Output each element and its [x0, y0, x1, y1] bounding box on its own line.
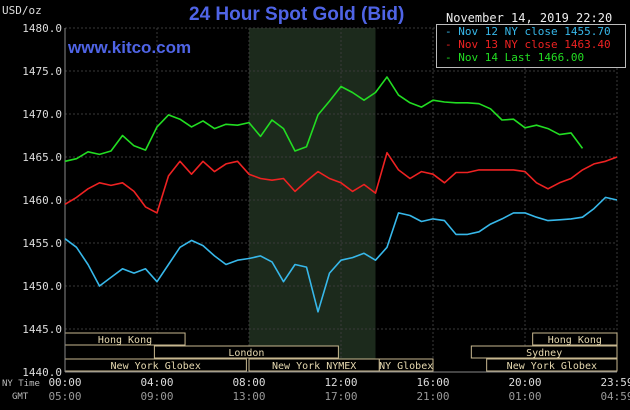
y-tick-label: 1460.0: [22, 194, 62, 207]
series-line-nov-12: [64, 196, 618, 313]
session-label: Hong Kong: [98, 335, 152, 346]
x-tick-label-gmt: 01:00: [508, 390, 541, 403]
y-tick-label: 1445.0: [22, 323, 62, 336]
shaded-market-hours: [249, 28, 376, 372]
y-tick-label: 1465.0: [22, 151, 62, 164]
y-tick-label: 1440.0: [22, 366, 62, 379]
y-tick-label: 1480.0: [22, 22, 62, 35]
chart-legend: - Nov 12 NY close 1455.70 - Nov 13 NY cl…: [436, 24, 626, 68]
session-label: NY Globex: [379, 361, 433, 372]
session-label: Sydney: [526, 348, 562, 359]
x-tick-label-ny: 08:00: [232, 376, 265, 389]
x-tick-label-ny: 23:59: [600, 376, 630, 389]
session-label: London: [228, 348, 264, 359]
y-tick-label: 1450.0: [22, 280, 62, 293]
legend-entry-nov13: - Nov 13 NY close 1463.40: [445, 38, 611, 51]
x-tick-label-gmt: 04:59: [600, 390, 630, 403]
session-label: Hong Kong: [548, 335, 602, 346]
ny-time-label: NY Time: [2, 379, 40, 389]
x-tick-label-ny: 04:00: [140, 376, 173, 389]
gmt-label: GMT: [12, 392, 29, 402]
y-tick-label: 1475.0: [22, 65, 62, 78]
session-label: New York Globex: [507, 361, 597, 372]
x-tick-label-ny: 12:00: [324, 376, 357, 389]
session-bar: [486, 358, 618, 372]
series-line-nov-13: [64, 151, 618, 214]
legend-entry-nov12: - Nov 12 NY close 1455.70: [445, 25, 611, 38]
chart-datetime: November 14, 2019 22:20: [446, 11, 613, 25]
session-label: New York Globex: [111, 361, 201, 372]
session-bar: [153, 345, 339, 359]
x-tick-label-gmt: 21:00: [416, 390, 449, 403]
session-bar: [532, 332, 618, 346]
session-bar: [378, 358, 434, 372]
x-tick-label-gmt: 05:00: [48, 390, 81, 403]
x-tick-label-gmt: 17:00: [324, 390, 357, 403]
legend-entry-nov14: - Nov 14 Last 1466.00: [445, 51, 585, 64]
y-tick-label: 1455.0: [22, 237, 62, 250]
session-bar: [470, 345, 618, 359]
y-axis-unit: USD/oz: [2, 4, 42, 17]
x-tick-label-ny: 00:00: [48, 376, 81, 389]
y-tick-label: 1470.0: [22, 108, 62, 121]
chart-title: 24 Hour Spot Gold (Bid): [189, 4, 405, 25]
x-tick-label-gmt: 13:00: [232, 390, 265, 403]
session-label: New York NYMEX: [272, 361, 356, 372]
x-tick-label-gmt: 09:00: [140, 390, 173, 403]
kitco-url-link[interactable]: www.kitco.com: [68, 38, 192, 57]
x-tick-label-ny: 20:00: [508, 376, 541, 389]
x-tick-label-ny: 16:00: [416, 376, 449, 389]
series-line-nov-14: [64, 76, 584, 163]
